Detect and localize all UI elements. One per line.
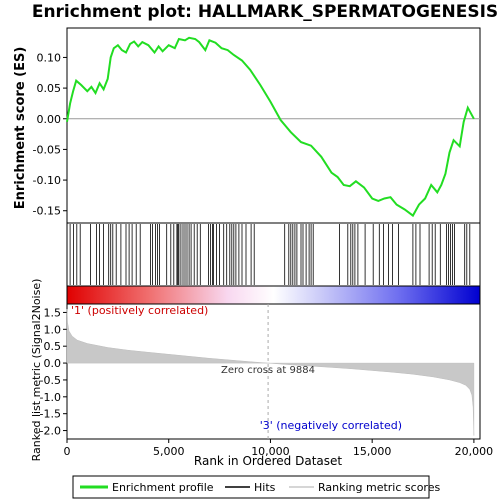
es-tick-label: -0.15 — [33, 205, 61, 218]
enrichment-profile-line — [66, 36, 475, 218]
metric-panel: 1.5 1.0 0.5 0.0 -0.5 -1.0 -1.5 -2.0 Zero cross … — [40, 303, 481, 440]
hits-panel — [66, 222, 481, 287]
legend: Enrichment profile Hits Ranking metric s… — [72, 475, 440, 499]
x-tick-label: 5,000 — [153, 445, 185, 458]
es-tick-label: -0.05 — [33, 143, 61, 156]
negative-correlation-label: '3' (negatively correlated) — [260, 419, 402, 432]
x-axis-label: Rank in Ordered Dataset — [194, 454, 342, 468]
x-tick-label: 20,000 — [455, 445, 494, 458]
es-panel: 0.10 0.05 0.00 -0.05 -0.10 -0.15 — [33, 27, 481, 224]
zero-cross-label: Zero cross at 9884 — [221, 365, 315, 376]
metric-tick-label: -0.5 — [40, 374, 61, 387]
legend-frame — [72, 475, 430, 499]
x-tick-label: 10,000 — [251, 445, 290, 458]
es-axis-label: Enrichment score (ES) — [13, 47, 28, 210]
metric-tick-label: -1.0 — [40, 391, 61, 404]
es-panel-frame — [66, 27, 481, 224]
es-tick-label: 0.00 — [37, 113, 62, 126]
es-tick-label: -0.10 — [33, 174, 61, 187]
metric-axis-label: Ranked list metric (Signal2Noise) — [30, 279, 43, 462]
x-tick-label: 15,000 — [353, 445, 392, 458]
ranking-metric-area — [66, 309, 475, 436]
metric-tick-label: 0.0 — [44, 357, 62, 370]
metric-tick-label: -1.5 — [40, 408, 61, 421]
metric-tick-label: 1.0 — [44, 323, 62, 336]
es-axis-ticks: 0.10 0.05 0.00 -0.05 -0.10 -0.15 — [33, 51, 67, 218]
es-tick-label: 0.05 — [37, 82, 62, 95]
legend-hits-label: Hits — [254, 481, 276, 494]
chart-title: Enrichment plot: HALLMARK_SPERMATOGENESI… — [32, 2, 498, 22]
rank-gradient — [66, 285, 481, 305]
metric-axis-ticks: 1.5 1.0 0.5 0.0 -0.5 -1.0 -1.5 -2.0 — [40, 306, 67, 438]
x-axis-ticks: 0 5,000 10,000 15,000 20,000 — [64, 439, 494, 458]
positive-correlation-label: '1' (positively correlated) — [71, 304, 208, 317]
metric-tick-label: 1.5 — [44, 306, 62, 319]
metric-tick-label: -2.0 — [40, 425, 61, 438]
x-tick-label: 0 — [64, 445, 71, 458]
legend-enrichment-label: Enrichment profile — [112, 481, 214, 494]
hit-markers — [69, 224, 471, 285]
es-tick-label: 0.10 — [37, 51, 62, 64]
metric-tick-label: 0.5 — [44, 340, 62, 353]
rank-color-bar — [66, 285, 481, 305]
legend-metric-label: Ranking metric scores — [318, 481, 440, 494]
